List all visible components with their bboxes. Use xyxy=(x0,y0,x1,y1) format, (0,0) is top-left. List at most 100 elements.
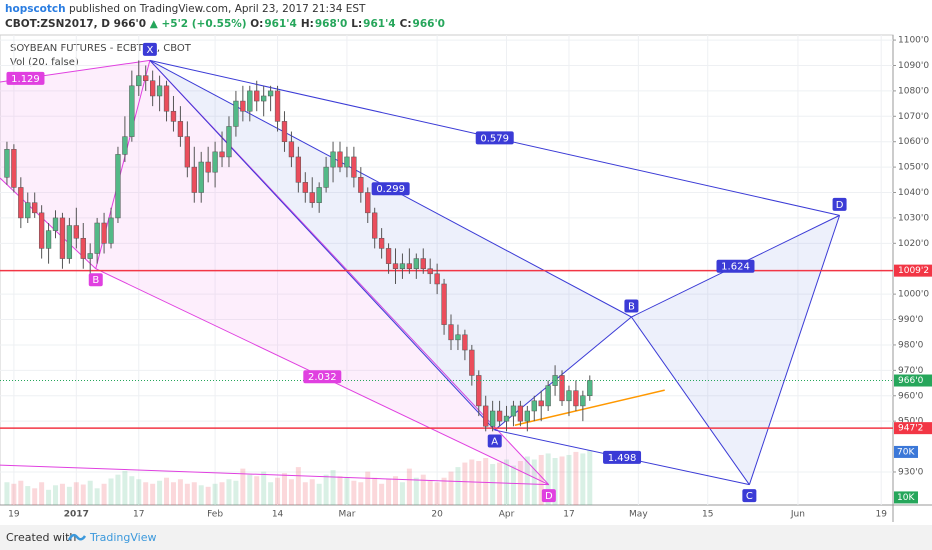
candle-body xyxy=(385,248,392,264)
ohlc-item: 968'0 xyxy=(314,18,348,30)
candle-body xyxy=(18,187,24,219)
volume-bar xyxy=(517,461,523,505)
ohlc-item: O: xyxy=(250,18,264,30)
y-tick-label: 1070'0 xyxy=(898,112,929,122)
y-tick-label: 980'0 xyxy=(898,340,924,350)
volume-bar xyxy=(406,468,412,505)
y-tick-label: 970'0 xyxy=(898,366,924,376)
pattern-line xyxy=(0,177,97,270)
candle-body xyxy=(240,100,246,112)
volume-bar xyxy=(32,488,38,505)
y-tick-label: 930'0 xyxy=(898,467,924,477)
price-tag-label: 1009'2 xyxy=(898,266,929,276)
candle-body xyxy=(420,258,426,269)
candle-body xyxy=(378,237,385,249)
candle-body xyxy=(344,156,350,168)
candle-body xyxy=(247,90,253,112)
candle-body xyxy=(358,177,364,193)
candle-body xyxy=(434,273,440,285)
author[interactable]: hopscotch xyxy=(5,3,66,15)
volume-bar xyxy=(552,458,558,505)
ohlc-item: 961'4 xyxy=(264,18,297,30)
volume-bar xyxy=(59,483,65,505)
ratio-label-box xyxy=(475,131,514,145)
volume-tag-label: 10K xyxy=(897,493,915,503)
y-tick-label: 950'0 xyxy=(898,417,924,427)
volume-tag xyxy=(894,491,918,504)
volume-bar xyxy=(198,485,204,505)
candle-body xyxy=(73,225,79,239)
volume-bar xyxy=(115,474,121,505)
candle-body xyxy=(233,100,239,127)
candle-body xyxy=(254,90,260,102)
pattern-fill xyxy=(149,60,632,431)
volume-bar xyxy=(212,483,218,505)
point-label: D xyxy=(836,200,844,211)
candle-body xyxy=(156,85,163,97)
candle-body xyxy=(38,212,45,249)
candle-body xyxy=(524,410,530,422)
brand[interactable]: TradingView xyxy=(90,531,157,544)
volume-bar xyxy=(504,459,510,505)
point-label-box xyxy=(832,197,847,211)
candle-body xyxy=(219,151,225,158)
y-tick-label: 1050'0 xyxy=(898,163,929,173)
volume-tag xyxy=(894,445,918,458)
point-label-box xyxy=(487,434,502,448)
volume-bar xyxy=(441,477,447,505)
x-tick-label: Mar xyxy=(338,510,355,520)
candle-body xyxy=(115,154,121,219)
candle-body xyxy=(281,121,288,142)
volume-bar xyxy=(157,480,163,505)
candle-body xyxy=(566,390,572,402)
volume-bar xyxy=(399,482,405,505)
volume-bar xyxy=(351,480,357,505)
change: ▲ +5'2 (+0.55%) xyxy=(149,18,247,30)
volume-bar xyxy=(80,484,86,505)
price-tag-label: 947'2 xyxy=(898,424,923,434)
volume-bar xyxy=(177,479,183,505)
candle-body xyxy=(302,182,308,193)
volume-bar xyxy=(288,479,294,505)
candle-body xyxy=(337,151,343,168)
volume-bar xyxy=(87,480,93,505)
point-label: D xyxy=(545,491,553,502)
ohlc-item: H: xyxy=(300,18,314,30)
volume-bar xyxy=(247,474,253,505)
volume-bar xyxy=(587,450,593,505)
chart: SOYBEAN FUTURES - ECBT, D, CBOT Vol (20,… xyxy=(0,34,932,522)
candle-body xyxy=(413,258,419,269)
volume-bar xyxy=(365,471,371,505)
candle-body xyxy=(205,161,211,173)
volume-bar xyxy=(4,482,10,505)
volume-tag-label: 70K xyxy=(897,447,915,457)
ratio-label-box xyxy=(716,259,755,273)
ratio-label: 1.624 xyxy=(721,262,750,273)
candle-body xyxy=(122,136,128,155)
logo xyxy=(68,533,86,541)
volume-bar xyxy=(191,482,197,505)
candle-body xyxy=(191,166,197,193)
pattern-line xyxy=(149,60,496,431)
candle-body xyxy=(170,110,177,122)
volume-bar xyxy=(254,476,260,505)
price: 966'0 xyxy=(113,18,147,30)
candle-body xyxy=(462,334,468,351)
candle-body xyxy=(330,151,336,168)
volume-bar xyxy=(268,482,274,505)
x-tick-label: 19 xyxy=(8,510,20,520)
volume-bar xyxy=(11,483,17,505)
volume-bar xyxy=(379,483,385,505)
y-tick-label: 990'0 xyxy=(898,315,924,325)
price-tag xyxy=(894,422,932,435)
y-tick-label: 960'0 xyxy=(898,391,924,401)
volume-bar xyxy=(309,479,315,505)
point-label-box xyxy=(88,273,103,287)
candle-body xyxy=(80,237,86,259)
x-tick-label: 2017 xyxy=(64,510,89,520)
candle-body xyxy=(309,192,315,203)
candle-body xyxy=(45,230,52,249)
volume-bar xyxy=(455,467,461,505)
candle-body xyxy=(427,268,433,275)
